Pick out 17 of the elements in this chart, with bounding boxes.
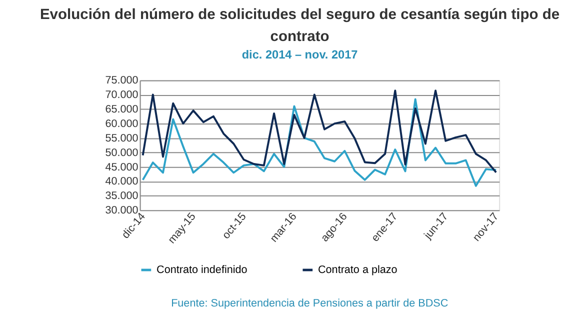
- y-tick-label: 35.000: [105, 190, 138, 202]
- chart-title: Evolución del número de solicitudes del seguro de cesantía según tipo de contrato: [40, 7, 560, 45]
- y-tick-label: 60.000: [105, 118, 138, 130]
- legend-label: Contrato a plazo: [318, 264, 398, 276]
- legend-label: Contrato indefinido: [156, 264, 248, 276]
- chart-subtitle: dic. 2014 – nov. 2017: [242, 48, 358, 62]
- line-series: [142, 98, 498, 187]
- y-tick-label: 55.000: [105, 132, 138, 144]
- source-note: Fuente: Superintendencia de Pensiones a partir de BDSC: [171, 298, 448, 310]
- y-tick-label: 75.000: [105, 74, 138, 87]
- y-tick-label: 30.000: [105, 204, 138, 217]
- y-tick-label: 50.000: [105, 146, 138, 159]
- line-series: [142, 90, 498, 174]
- y-tick-label: 65.000: [105, 104, 138, 116]
- y-tick-label: 45.000: [105, 161, 138, 174]
- y-tick-label: 70.000: [105, 89, 138, 102]
- y-tick-label: 40.000: [105, 176, 138, 188]
